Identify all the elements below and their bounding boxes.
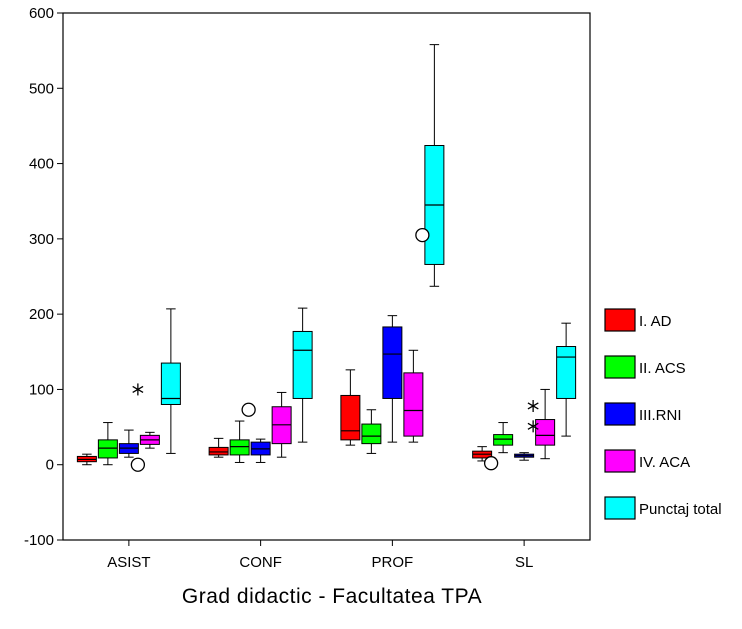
legend-swatch [604, 308, 636, 332]
x-tick-label: CONF [239, 554, 282, 571]
box [229, 439, 250, 456]
box [292, 330, 313, 399]
y-tick-label: 400 [29, 156, 54, 173]
plot-frame [62, 12, 591, 541]
box-plot [382, 315, 403, 443]
box-plot [118, 429, 139, 458]
legend-swatch [604, 355, 636, 379]
legend-label: I. AD [639, 313, 672, 330]
legend-label: II. ACS [639, 360, 686, 377]
y-tick-label: -100 [24, 532, 54, 549]
x-axis-title: Grad didactic - Facultatea TPA [182, 585, 482, 608]
y-tick-label: 500 [29, 80, 54, 97]
box-plot [403, 349, 424, 443]
box-plot [160, 308, 181, 454]
asterisk-stroke [132, 385, 144, 393]
legend-swatch [604, 402, 636, 426]
outlier-marker [130, 457, 146, 472]
box [361, 423, 382, 445]
legend-label: III.RNI [639, 407, 682, 424]
box-plot [229, 420, 250, 463]
x-tick-label: SL [515, 554, 533, 571]
box-plot [271, 391, 292, 458]
box-plot [527, 388, 556, 460]
box-plot [76, 453, 97, 466]
outlier-marker [241, 402, 256, 417]
box-plot [241, 402, 271, 463]
x-tick-label: ASIST [107, 554, 150, 571]
legend-swatch [604, 449, 636, 473]
asterisk-stroke [527, 402, 539, 410]
y-axis: -100 0 100 200 300 400 500 600 [24, 5, 63, 549]
box-plot [361, 409, 382, 454]
outlier-marker [483, 456, 499, 471]
boxes-layer [76, 44, 577, 472]
box-plot [415, 44, 445, 287]
box [340, 394, 361, 441]
y-tick-label: 100 [29, 381, 54, 398]
box-plot [130, 383, 160, 472]
y-tick-label: 0 [46, 457, 54, 474]
box [556, 346, 577, 399]
box [493, 434, 514, 446]
box-plot [292, 307, 313, 443]
legend-swatch [604, 496, 636, 520]
box-plot [514, 452, 535, 461]
box [160, 362, 181, 405]
x-tick-label: PROF [372, 554, 414, 571]
extreme-marker [132, 383, 144, 396]
box-plot [472, 446, 493, 462]
box-plot [556, 322, 577, 437]
box [403, 372, 424, 437]
legend: I. AD II. ACS III.RNI IV. ACA Punctaj total [604, 308, 722, 520]
box-plot [340, 369, 361, 446]
extreme-marker [527, 399, 539, 412]
box-plot [208, 437, 229, 458]
legend-label: Punctaj total [639, 501, 722, 518]
box [208, 446, 229, 456]
box [535, 419, 556, 446]
box-plot [97, 422, 118, 466]
outlier-marker [415, 227, 430, 243]
y-tick-label: 200 [29, 306, 54, 323]
box [382, 326, 403, 399]
box [97, 439, 118, 459]
extreme-marker [527, 420, 539, 433]
y-tick-label: 300 [29, 231, 54, 248]
box-plot [483, 422, 514, 471]
asterisk-stroke [527, 422, 539, 430]
y-tick-label: 600 [29, 5, 54, 22]
legend-label: IV. ACA [639, 454, 690, 471]
x-axis: ASIST CONF PROF SL [107, 540, 533, 571]
